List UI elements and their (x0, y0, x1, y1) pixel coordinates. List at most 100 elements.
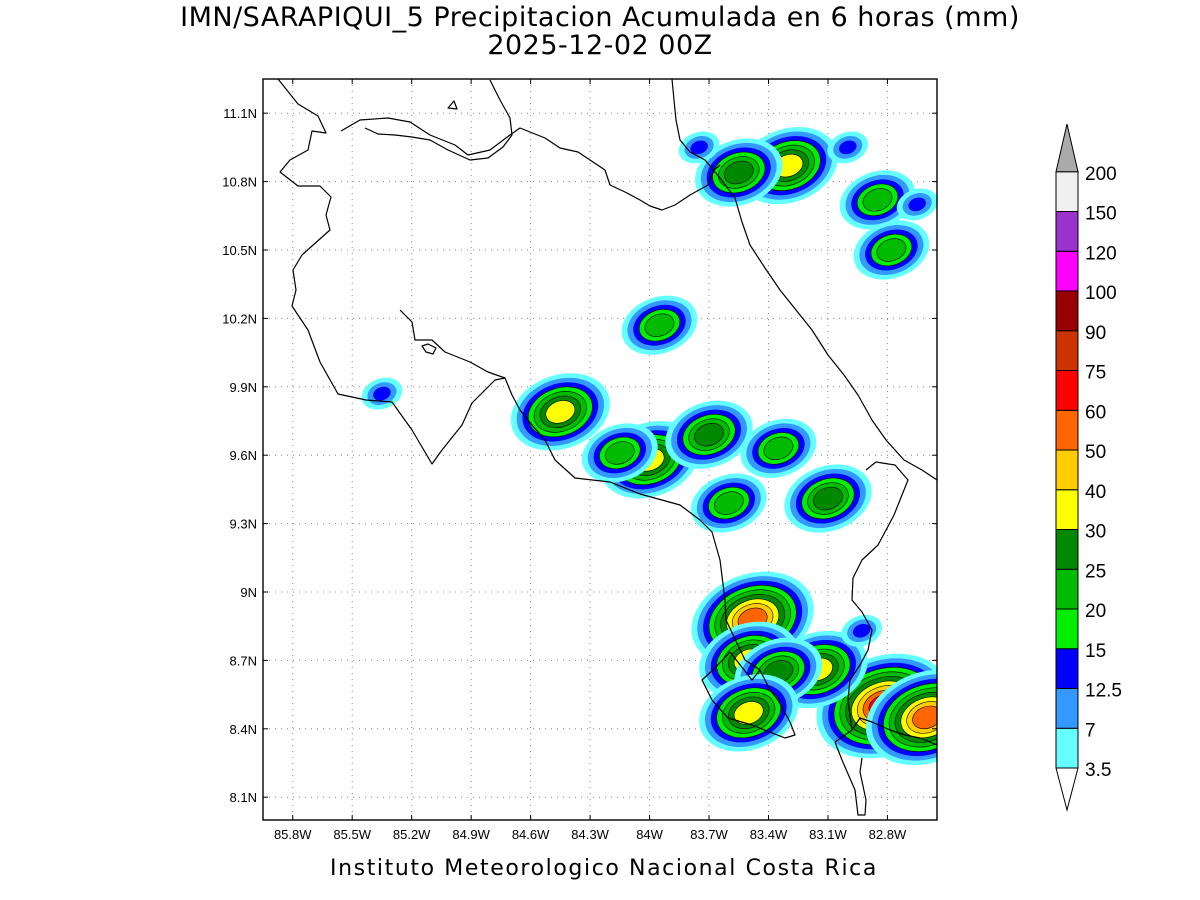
lake-island (447, 100, 458, 110)
precip-cell-23 (841, 614, 883, 647)
colorbar-label-7: 40 (1085, 482, 1106, 503)
lon-tick-label-8: 83.4W (750, 827, 788, 842)
precip-contour (733, 701, 764, 725)
precip-cell-7 (621, 295, 698, 355)
colorbar-label-4: 20 (1085, 601, 1106, 622)
lat-tick-label-4: 9.9N (230, 380, 257, 395)
colorbar-label-9: 60 (1085, 402, 1106, 423)
lat-tick-label-7: 9N (240, 585, 257, 600)
colorbar-label-10: 75 (1085, 363, 1106, 384)
lat-tick-label-3: 10.2N (222, 311, 257, 326)
colorbar-label-13: 120 (1085, 243, 1117, 264)
precip-cell-4 (853, 220, 930, 280)
map-frame (262, 78, 938, 821)
colorbar-swatch-13 (1055, 211, 1079, 252)
precip-contour (862, 188, 893, 212)
map-axes: 85.8W 85.5W 85.2W 84.9W 84.6W 84.3W 84W 83.7W 83… (222, 79, 937, 842)
precip-contour (545, 400, 576, 424)
precip-cell-12 (784, 464, 872, 533)
panama-border (847, 461, 909, 731)
colorbar-swatch-3 (1055, 608, 1079, 650)
lat-tick-label-0: 11.1N (223, 106, 257, 121)
colorbar-swatch-12 (1055, 250, 1079, 292)
map-footer: Instituto Meteorologico Nacional Costa R… (330, 856, 878, 881)
burica-coast (834, 717, 937, 746)
precipitation-field (361, 126, 937, 766)
caribbean-coastline (671, 79, 937, 481)
nicoya-coastline (277, 79, 506, 465)
precip-cell-3 (827, 131, 869, 164)
map-subtitle: 2025-12-02 00Z (487, 30, 713, 61)
colorbar-top-arrow (1055, 123, 1079, 173)
colorbar-swatch-8 (1055, 409, 1079, 451)
colorbar-label-5: 25 (1085, 561, 1106, 582)
lon-tick-label-2: 85.2W (393, 827, 431, 842)
colorbar-swatch-11 (1055, 290, 1079, 332)
colorbar-swatch-4 (1055, 568, 1079, 610)
precip-contour (694, 423, 724, 447)
lon-tick-label-1: 85.5W (333, 827, 371, 842)
precip-contour (604, 441, 635, 465)
lat-tick-label-8: 8.7N (230, 653, 257, 668)
lon-tick-label-10: 82.8W (869, 827, 907, 842)
colorbar-swatch-10 (1055, 330, 1079, 371)
precip-cell-8 (510, 373, 610, 451)
lat-tick-label-6: 9.3N (230, 517, 257, 532)
coastline-and-borders (277, 79, 937, 816)
map-title: IMN/SARAPIQUI_5 Precipitacion Acumulada … (180, 2, 1020, 33)
lon-tick-label-0: 85.8W (274, 827, 312, 842)
colorbar-label-14: 150 (1085, 204, 1117, 225)
colorbar-bottom-arrow (1055, 767, 1079, 812)
colorbar-swatch-0 (1055, 727, 1079, 769)
lat-tick-label-1: 10.8N (222, 175, 257, 190)
lat-tick-label-9: 8.4N (230, 722, 257, 737)
precip-cell-19 (865, 669, 937, 766)
precip-cell-5 (839, 170, 916, 230)
lon-tick-label-5: 84.3W (571, 827, 609, 842)
precip-contour (690, 140, 708, 155)
colorbar-swatch-1 (1055, 688, 1079, 729)
lon-tick-label-4: 84.6W (512, 827, 550, 842)
colorbar-label-8: 50 (1085, 442, 1106, 463)
lon-tick-label-9: 83.1W (809, 827, 847, 842)
precip-cell-6 (896, 188, 937, 221)
precip-cell-11 (740, 418, 817, 478)
colorbar-label-3: 15 (1085, 641, 1106, 662)
gulf-of-nicoya-coast (399, 309, 761, 671)
colorbar-swatch-7 (1055, 449, 1079, 491)
colorbar-label-12: 100 (1085, 283, 1117, 304)
precip-contour (908, 197, 926, 212)
lon-tick-label-3: 84.9W (452, 827, 490, 842)
precip-contour (852, 623, 871, 638)
precip-contour (763, 436, 794, 461)
precip-cell-10 (665, 400, 753, 469)
colorbar-label-0: 3.5 (1085, 760, 1111, 781)
precip-contour (373, 386, 391, 401)
precip-cell-1 (695, 138, 783, 207)
lat-tick-label-5: 9.6N (230, 448, 257, 463)
colorbar-label-11: 90 (1085, 323, 1106, 344)
colorbar-label-15: 200 (1085, 164, 1117, 185)
chira-island (421, 343, 437, 355)
precip-contour (813, 486, 843, 511)
lon-tick-label-7: 83.7W (690, 827, 728, 842)
precip-cell-13 (690, 473, 767, 533)
colorbar: 3.5 7 12.5 15 20 25 30 40 50 60 75 90 100 120 150 200 (1055, 123, 1122, 812)
precip-cell-15 (361, 377, 403, 410)
precip-contour (876, 238, 907, 262)
colorbar-swatch-5 (1055, 529, 1079, 570)
colorbar-label-2: 12.5 (1085, 681, 1122, 702)
burica-point (834, 741, 867, 816)
colorbar-swatch-6 (1055, 489, 1079, 530)
lake-nicaragua-shore (364, 79, 513, 161)
precip-contour (839, 140, 857, 155)
colorbar-swatch-14 (1055, 171, 1079, 212)
precip-contour (713, 491, 744, 515)
precip-contour (912, 705, 937, 730)
colorbar-label-6: 30 (1085, 522, 1106, 543)
osa-peninsula-coast (701, 651, 796, 739)
lat-tick-label-2: 10.5N (222, 243, 257, 258)
precip-contour (644, 313, 675, 337)
precip-contour (723, 160, 754, 185)
